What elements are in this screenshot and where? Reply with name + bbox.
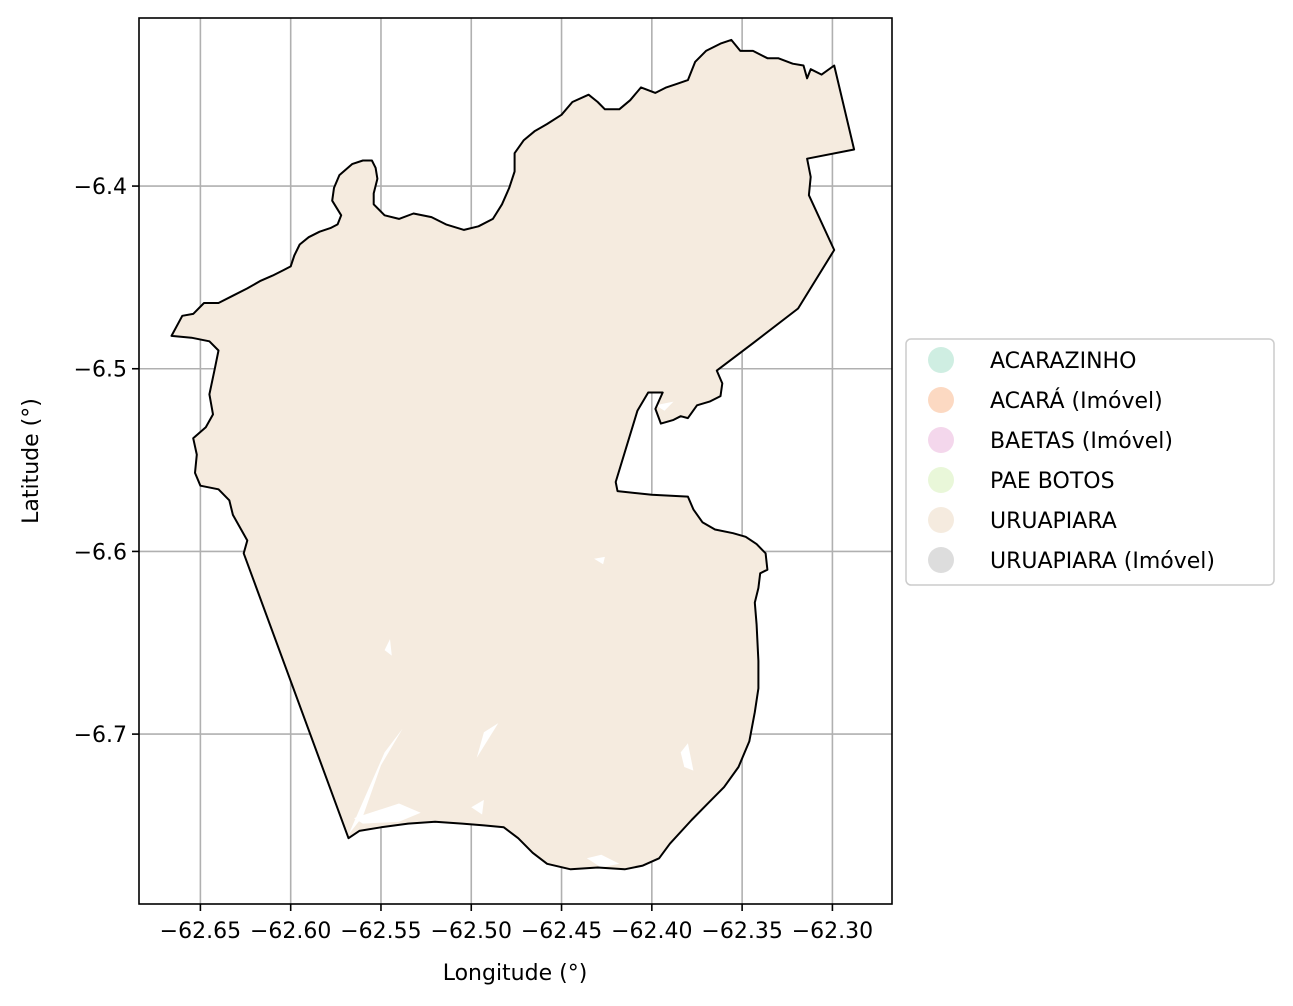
legend-marker-5	[928, 547, 954, 573]
legend-label-3: PAE BOTOS	[990, 469, 1115, 494]
y-tick-label-3: −6.7	[74, 723, 127, 748]
region-gap-5	[476, 723, 499, 758]
x-tick-label-0: −62.65	[160, 919, 241, 944]
region-gap-7	[655, 401, 674, 411]
x-tick-label-7: −62.30	[792, 919, 873, 944]
legend-label-4: URUAPIARA	[990, 509, 1117, 534]
plot-area	[138, 17, 893, 905]
y-axis-ticks: −6.4 −6.5 −6.6 −6.7	[74, 175, 139, 748]
x-tick-label-4: −62.45	[521, 919, 602, 944]
region-gap-6	[765, 597, 779, 614]
region-gap-3	[384, 639, 392, 656]
legend: ACARAZINHO ACARÁ (Imóvel) BAETAS (Imóvel) P…	[905, 338, 1275, 586]
municipality-boundary	[170, 38, 856, 871]
region-gap-2	[586, 854, 620, 868]
legend-label-2: BAETAS (Imóvel)	[990, 429, 1173, 454]
legend-label-5: URUAPIARA (Imóvel)	[990, 549, 1215, 574]
x-axis-ticks: −62.65 −62.60 −62.55 −62.50 −62.45 −62.40 −62.…	[160, 904, 873, 944]
region-gap-0	[353, 803, 421, 824]
legend-marker-3	[928, 467, 954, 493]
uruapiara-region	[171, 39, 855, 870]
x-tick-label-1: −62.60	[250, 919, 331, 944]
legend-marker-4	[928, 507, 954, 533]
y-axis-label: Latitude (°)	[19, 398, 44, 524]
legend-marker-1	[928, 387, 954, 413]
x-tick-label-5: −62.40	[611, 919, 692, 944]
legend-marker-0	[928, 347, 954, 373]
axes-frame	[138, 17, 893, 905]
region-gap-8	[471, 799, 484, 815]
region-gaps	[348, 401, 779, 868]
legend-label-1: ACARÁ (Imóvel)	[990, 388, 1163, 414]
x-axis-label: Longitude (°)	[443, 961, 588, 986]
region-gap-4	[594, 556, 605, 565]
legend-marker-2	[928, 427, 954, 453]
x-tick-label-3: −62.50	[431, 919, 512, 944]
legend-box	[905, 338, 1275, 586]
y-tick-label-2: −6.6	[74, 540, 127, 565]
region-gap-9	[680, 743, 694, 771]
legend-label-0: ACARAZINHO	[990, 349, 1136, 374]
y-tick-label-0: −6.4	[74, 175, 127, 200]
y-tick-label-1: −6.5	[74, 358, 127, 383]
x-tick-label-6: −62.35	[701, 919, 782, 944]
legend-entries: ACARAZINHO ACARÁ (Imóvel) BAETAS (Imóvel) P…	[928, 347, 1215, 574]
x-tick-label-2: −62.55	[340, 919, 421, 944]
region-gap-1	[348, 728, 403, 835]
